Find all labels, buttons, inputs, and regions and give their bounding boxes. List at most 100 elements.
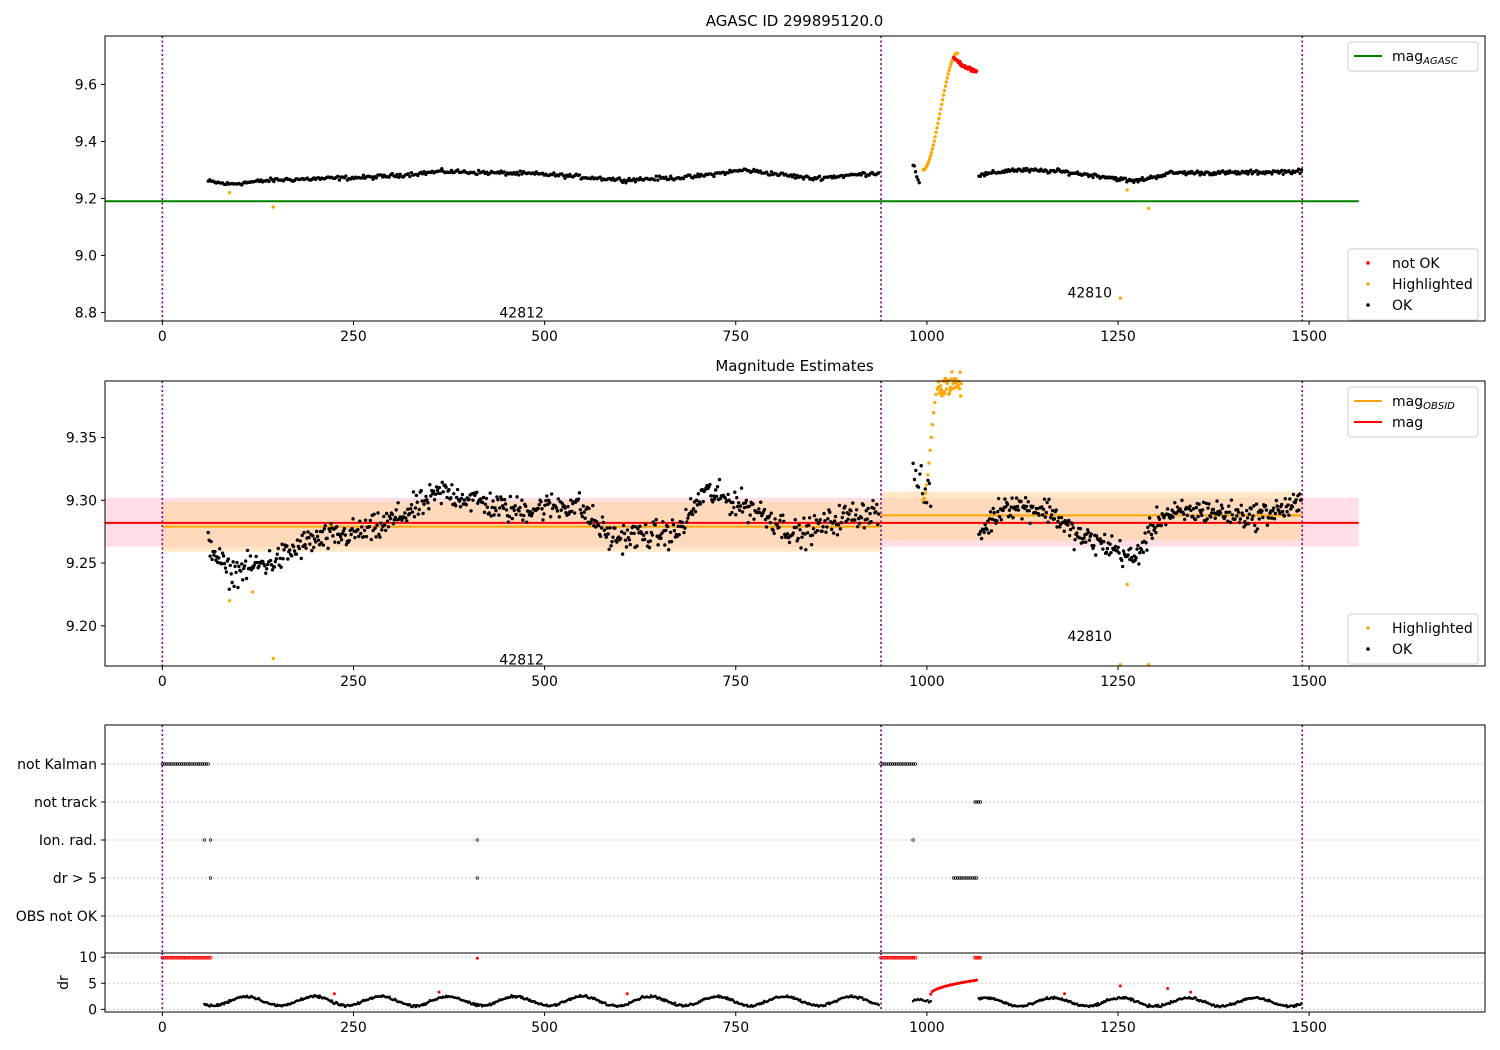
ok-point [732, 505, 736, 510]
flag-marker [976, 800, 981, 804]
ok-point [410, 510, 415, 514]
ok-point [502, 170, 506, 174]
dr-flagged-marker [168, 955, 172, 960]
ok-point [1091, 175, 1095, 180]
ok-point [923, 487, 927, 491]
flag-marker [904, 762, 908, 766]
ok-point [1004, 504, 1008, 509]
ok-point [799, 546, 803, 550]
ok-point [483, 502, 488, 507]
ok-point [1286, 503, 1290, 507]
ok-point [775, 523, 779, 527]
highlighted-point [942, 88, 947, 93]
ok-point [1220, 506, 1225, 511]
ok-point [1255, 527, 1260, 531]
ok-point [1168, 516, 1172, 520]
flag-marker [955, 876, 960, 880]
ok-point [988, 510, 993, 514]
axes-frame [104, 952, 1486, 1013]
ok-point [1065, 169, 1070, 174]
legend-point-marker [1366, 647, 1370, 651]
ok-point [768, 520, 773, 525]
ok-point [439, 501, 444, 506]
ok-point [1238, 517, 1243, 521]
ok-point [495, 495, 499, 499]
ok-point [270, 568, 275, 572]
flag-marker [168, 762, 172, 766]
ok-point [241, 578, 245, 582]
flag-marker [973, 800, 977, 804]
ok-point [323, 523, 327, 528]
ok-point [1164, 522, 1168, 527]
ok-point [1280, 509, 1285, 514]
ok-point [693, 509, 698, 514]
dr-point [926, 998, 929, 1002]
ok-point [773, 517, 777, 521]
ok-point [1139, 548, 1144, 552]
ok-point [632, 531, 636, 536]
ok-point [736, 504, 740, 509]
ok-point [622, 178, 626, 182]
ok-point [581, 504, 585, 508]
ok-point [383, 528, 388, 533]
ok-point [374, 176, 378, 180]
dr-point [648, 996, 652, 999]
ok-point [1282, 514, 1287, 518]
ok-point [369, 175, 374, 179]
ok-point [711, 500, 715, 504]
ok-point [1117, 551, 1121, 555]
ok-point [411, 490, 416, 494]
y-tick-label: 9.35 [66, 430, 97, 446]
ok-point [823, 519, 827, 523]
ok-point [1143, 531, 1147, 535]
ok-point [1218, 511, 1223, 515]
ok-point [484, 496, 489, 501]
dr-axis-label: dr [56, 975, 72, 990]
flag-marker [198, 762, 203, 766]
highlighted-point [930, 422, 935, 427]
ok-point [325, 536, 329, 541]
ok-point [987, 531, 991, 535]
ok-point [822, 511, 826, 516]
ok-point [230, 580, 234, 585]
ok-point [1089, 532, 1093, 536]
dr-flagged-marker [884, 955, 889, 960]
dr-flagged-marker [177, 955, 182, 960]
ok-point [623, 538, 628, 542]
ok-point [1237, 520, 1242, 525]
ok-point [1278, 511, 1282, 516]
ok-point [434, 485, 439, 489]
ok-point [1250, 517, 1254, 521]
ok-point [576, 497, 581, 501]
ok-point [1189, 508, 1193, 513]
ok-point [979, 536, 984, 541]
y-tick-label: 9.30 [66, 493, 97, 509]
ok-point [537, 503, 541, 507]
ok-point [668, 530, 673, 534]
x-tick-label: 1500 [1291, 329, 1327, 345]
ok-point [350, 526, 354, 531]
ok-point [356, 527, 360, 532]
ok-point [294, 552, 299, 556]
ok-point [1077, 536, 1082, 540]
ok-point [288, 548, 292, 552]
ok-point [611, 535, 615, 539]
ok-point [265, 567, 269, 571]
ok-point [989, 529, 994, 533]
ok-point [815, 528, 820, 533]
ok-point [1154, 176, 1159, 181]
ok-point [1270, 516, 1274, 520]
legend-entry-label: OK [1392, 642, 1413, 658]
ok-point [691, 507, 696, 511]
ok-point [667, 177, 671, 181]
ok-point [1296, 167, 1301, 171]
ok-point [809, 542, 814, 547]
ok-point [915, 175, 919, 179]
ok-point [364, 534, 369, 539]
ok-point [561, 173, 566, 178]
ok-point [1291, 492, 1296, 497]
ok-point [689, 509, 694, 514]
ok-point [501, 506, 506, 511]
ok-point [670, 518, 675, 522]
ok-point [769, 170, 774, 174]
